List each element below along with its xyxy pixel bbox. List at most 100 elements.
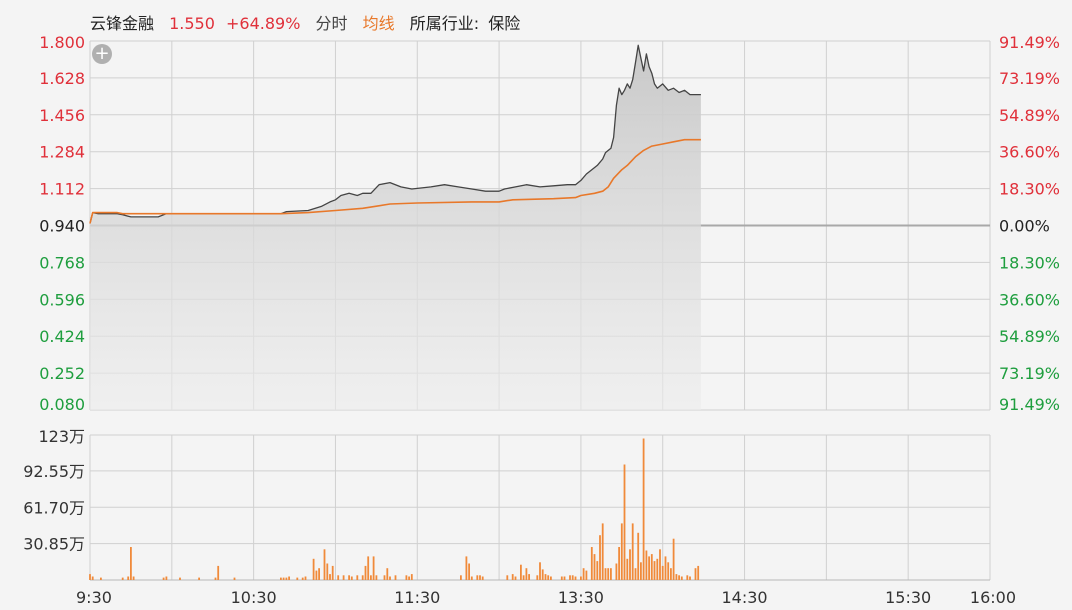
volume-bar [585,570,588,580]
stock-name: 云锋金融 [90,14,155,33]
volume-bar [544,574,547,580]
volume-bar [653,561,656,580]
price-axis-label: 1.112 [39,180,85,199]
volume-bar [661,565,664,580]
volume-bar [348,575,350,580]
volume-bar [301,577,304,580]
volume-bar [618,547,620,580]
volume-bar [296,577,299,580]
volume-axis-label: 30.85万 [23,535,85,554]
axis-labels: 1.800 1.628 1.456 1.284 1.112 0.940 0.768 0.596… [23,33,1060,607]
volume-bar [127,576,130,580]
volume-bar [162,577,165,580]
volume-bar [582,568,585,580]
volume-bar [670,568,672,580]
volume-bar [361,575,364,580]
volume-bar [389,576,391,580]
volume-bar [547,575,550,580]
current-price: 1.550 [169,14,215,33]
percent-axis-label: 54.89% [999,327,1060,346]
price-axis-label: 0.940 [39,217,85,236]
volume-bar [312,558,315,580]
time-axis-label: 9:30 [76,588,112,607]
price-axis-label: 0.252 [39,364,85,383]
time-axis-label: 13:30 [558,588,604,607]
volume-bar [528,574,530,580]
percent-axis-label: 36.60% [999,143,1060,162]
volume-bar [650,554,653,580]
volume-bar [571,575,574,580]
volume-bar [468,563,470,580]
volume-bar [520,564,522,580]
volume-bar [642,438,645,580]
volume-bar [386,568,389,580]
price-axis-label: 0.596 [39,290,85,309]
volume-bar [337,575,340,580]
volume-bar [372,556,375,580]
percent-axis-label: 18.30% [999,253,1060,272]
volume-bar [315,570,318,580]
volume-bar [91,576,94,580]
price-axis-label: 0.080 [39,395,85,414]
volume-bar [525,568,528,580]
volume-bar [130,547,132,580]
volume-bar [694,568,697,580]
percent-axis-label: 0.00% [999,217,1050,236]
volume-bar [667,562,670,580]
percent-axis-label: 18.30% [999,180,1060,199]
zoom-in-icon[interactable]: + [92,44,112,64]
volume-bar [285,577,288,580]
volume-bar [394,575,397,580]
volume-bar [686,575,689,580]
volume-bar [217,565,220,580]
time-axis-label: 10:30 [231,588,277,607]
average-price-line [89,138,701,224]
volume-bar [672,538,675,580]
percent-axis-label: 54.89% [999,106,1060,125]
chart-header: 云锋金融 1.550 +64.89% 分时 均线 所属行业: 保险 [90,10,530,34]
volume-bar [165,576,168,580]
average-line-legend[interactable]: 均线 [362,14,395,33]
volume-bar [511,574,514,580]
volume-bar [280,577,282,580]
volume-bar [405,575,408,580]
volume-bar [659,549,661,580]
time-axis-label: 14:30 [721,588,767,607]
volume-bar [675,574,678,580]
volume-bar [664,556,667,580]
volume-bar [637,532,640,580]
volume-bar [593,554,596,580]
volume-bar [541,569,544,580]
volume-bar [522,575,525,580]
time-axis-label: 15:30 [885,588,931,607]
volume-bar [656,558,659,580]
price-axis-label: 0.768 [39,253,85,272]
volume-axis-label: 92.55万 [23,462,85,481]
volume-bar [476,575,479,580]
price-axis-label: 1.628 [39,69,85,88]
volume-bar [514,576,517,580]
volume-bar [198,577,200,580]
volume-bar [689,576,691,580]
price-area [90,45,701,411]
volume-bar [615,563,618,580]
series-lines [89,44,701,224]
volume-bar [375,575,378,580]
volume-bar [408,576,410,580]
volume-bar [465,556,468,580]
industry-value: 保险 [488,14,521,33]
volume-bar [634,568,637,580]
volume-bar [623,464,626,580]
industry-label: 所属行业: [409,14,480,33]
time-axis-label: 11:30 [394,588,440,607]
volume-bar [329,574,331,580]
percent-axis-label: 73.19% [999,364,1060,383]
volume-bar [607,568,610,580]
price-axis-label: 1.800 [39,33,85,52]
price-axis-label: 0.424 [39,327,85,346]
volume-axis-label: 123万 [38,427,85,446]
volume-bar [214,577,217,580]
volume-bar [318,568,320,580]
volume-bar [383,575,386,580]
mode-tab-intraday[interactable]: 分时 [315,14,348,33]
